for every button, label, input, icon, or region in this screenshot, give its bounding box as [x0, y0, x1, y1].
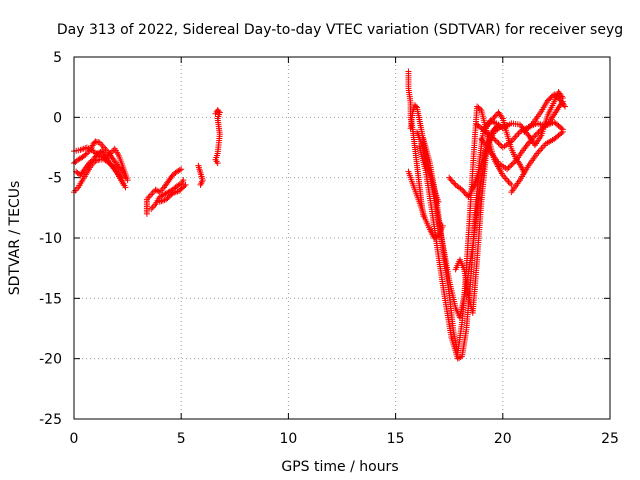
data-point — [97, 148, 104, 155]
data-point — [525, 124, 532, 131]
data-point — [506, 163, 513, 170]
series-track-h — [195, 162, 206, 188]
x-tick-label: 25 — [601, 431, 619, 447]
data-point — [412, 103, 419, 110]
x-tick-label: 5 — [177, 431, 186, 447]
x-tick-label: 15 — [387, 431, 405, 447]
data-point — [197, 181, 204, 188]
series-track-u — [508, 128, 566, 196]
x-tick-label: 10 — [279, 431, 297, 447]
series-track-p — [452, 123, 500, 316]
grid — [74, 57, 610, 419]
data-point — [496, 141, 503, 148]
data-point — [461, 189, 468, 196]
data-point — [124, 177, 131, 184]
plot-frame — [73, 56, 611, 420]
chart-title: Day 313 of 2022, Sidereal Day-to-day VTE… — [57, 22, 623, 38]
x-tick-label: 20 — [494, 431, 512, 447]
series-track-e — [143, 166, 185, 217]
axis-ticks: 0 5 10 15 20 25 -25 -20 -15 -10 -5 0 5 — [39, 50, 619, 447]
x-tick-label: 0 — [70, 431, 79, 447]
data-point — [559, 128, 566, 135]
y-tick-label: 5 — [53, 50, 62, 66]
data-point — [491, 113, 498, 120]
data-point — [182, 181, 189, 188]
data-point — [155, 188, 162, 195]
data-point — [495, 140, 502, 147]
series-track-d — [73, 148, 127, 187]
data-points — [71, 68, 568, 362]
data-point — [489, 116, 496, 123]
series-track-w — [482, 109, 528, 176]
data-point — [491, 136, 498, 143]
data-point — [524, 125, 531, 132]
series-track-g — [156, 181, 189, 205]
y-tick-label: -5 — [48, 171, 62, 187]
series-track-c — [71, 144, 131, 184]
data-point — [82, 151, 89, 158]
data-point — [494, 138, 501, 145]
data-point — [176, 181, 183, 188]
y-tick-label: 0 — [53, 110, 62, 126]
data-point — [509, 160, 516, 167]
data-point — [561, 103, 568, 110]
data-point — [176, 167, 183, 174]
data-point — [178, 166, 185, 173]
y-tick-label: -10 — [39, 231, 62, 247]
data-point — [462, 191, 469, 198]
data-point — [459, 186, 466, 193]
series-track-v — [521, 91, 568, 135]
series-track-i — [212, 107, 223, 167]
y-axis-label: SDTVAR / TECUs — [7, 181, 23, 296]
data-point — [545, 119, 552, 126]
data-point — [88, 157, 95, 164]
data-point — [505, 164, 512, 171]
data-point — [504, 166, 511, 173]
y-tick-label: -15 — [39, 291, 62, 307]
data-point — [521, 128, 528, 135]
data-point — [526, 123, 533, 130]
data-point — [450, 179, 457, 186]
data-point — [521, 169, 528, 176]
data-point — [558, 130, 565, 137]
data-point — [508, 161, 515, 168]
series-track-a — [71, 138, 129, 181]
data-point — [531, 133, 538, 140]
y-tick-label: -25 — [39, 412, 62, 428]
data-point — [490, 115, 497, 122]
data-point — [476, 105, 483, 112]
data-point — [448, 177, 455, 184]
data-point — [446, 174, 453, 181]
x-axis-label: GPS time / hours — [281, 459, 398, 475]
data-point — [451, 180, 458, 187]
data-point — [214, 160, 221, 167]
data-point — [489, 134, 496, 141]
data-point — [460, 188, 467, 195]
data-point — [122, 184, 129, 191]
data-point — [447, 176, 454, 183]
data-point — [532, 132, 539, 139]
data-point — [181, 183, 188, 190]
data-point — [180, 177, 187, 184]
data-point — [120, 180, 127, 187]
data-point — [110, 163, 117, 170]
data-point — [528, 121, 535, 128]
y-tick-label: -20 — [39, 352, 62, 368]
data-point — [492, 137, 499, 144]
data-point — [535, 129, 542, 136]
data-point — [522, 127, 529, 134]
